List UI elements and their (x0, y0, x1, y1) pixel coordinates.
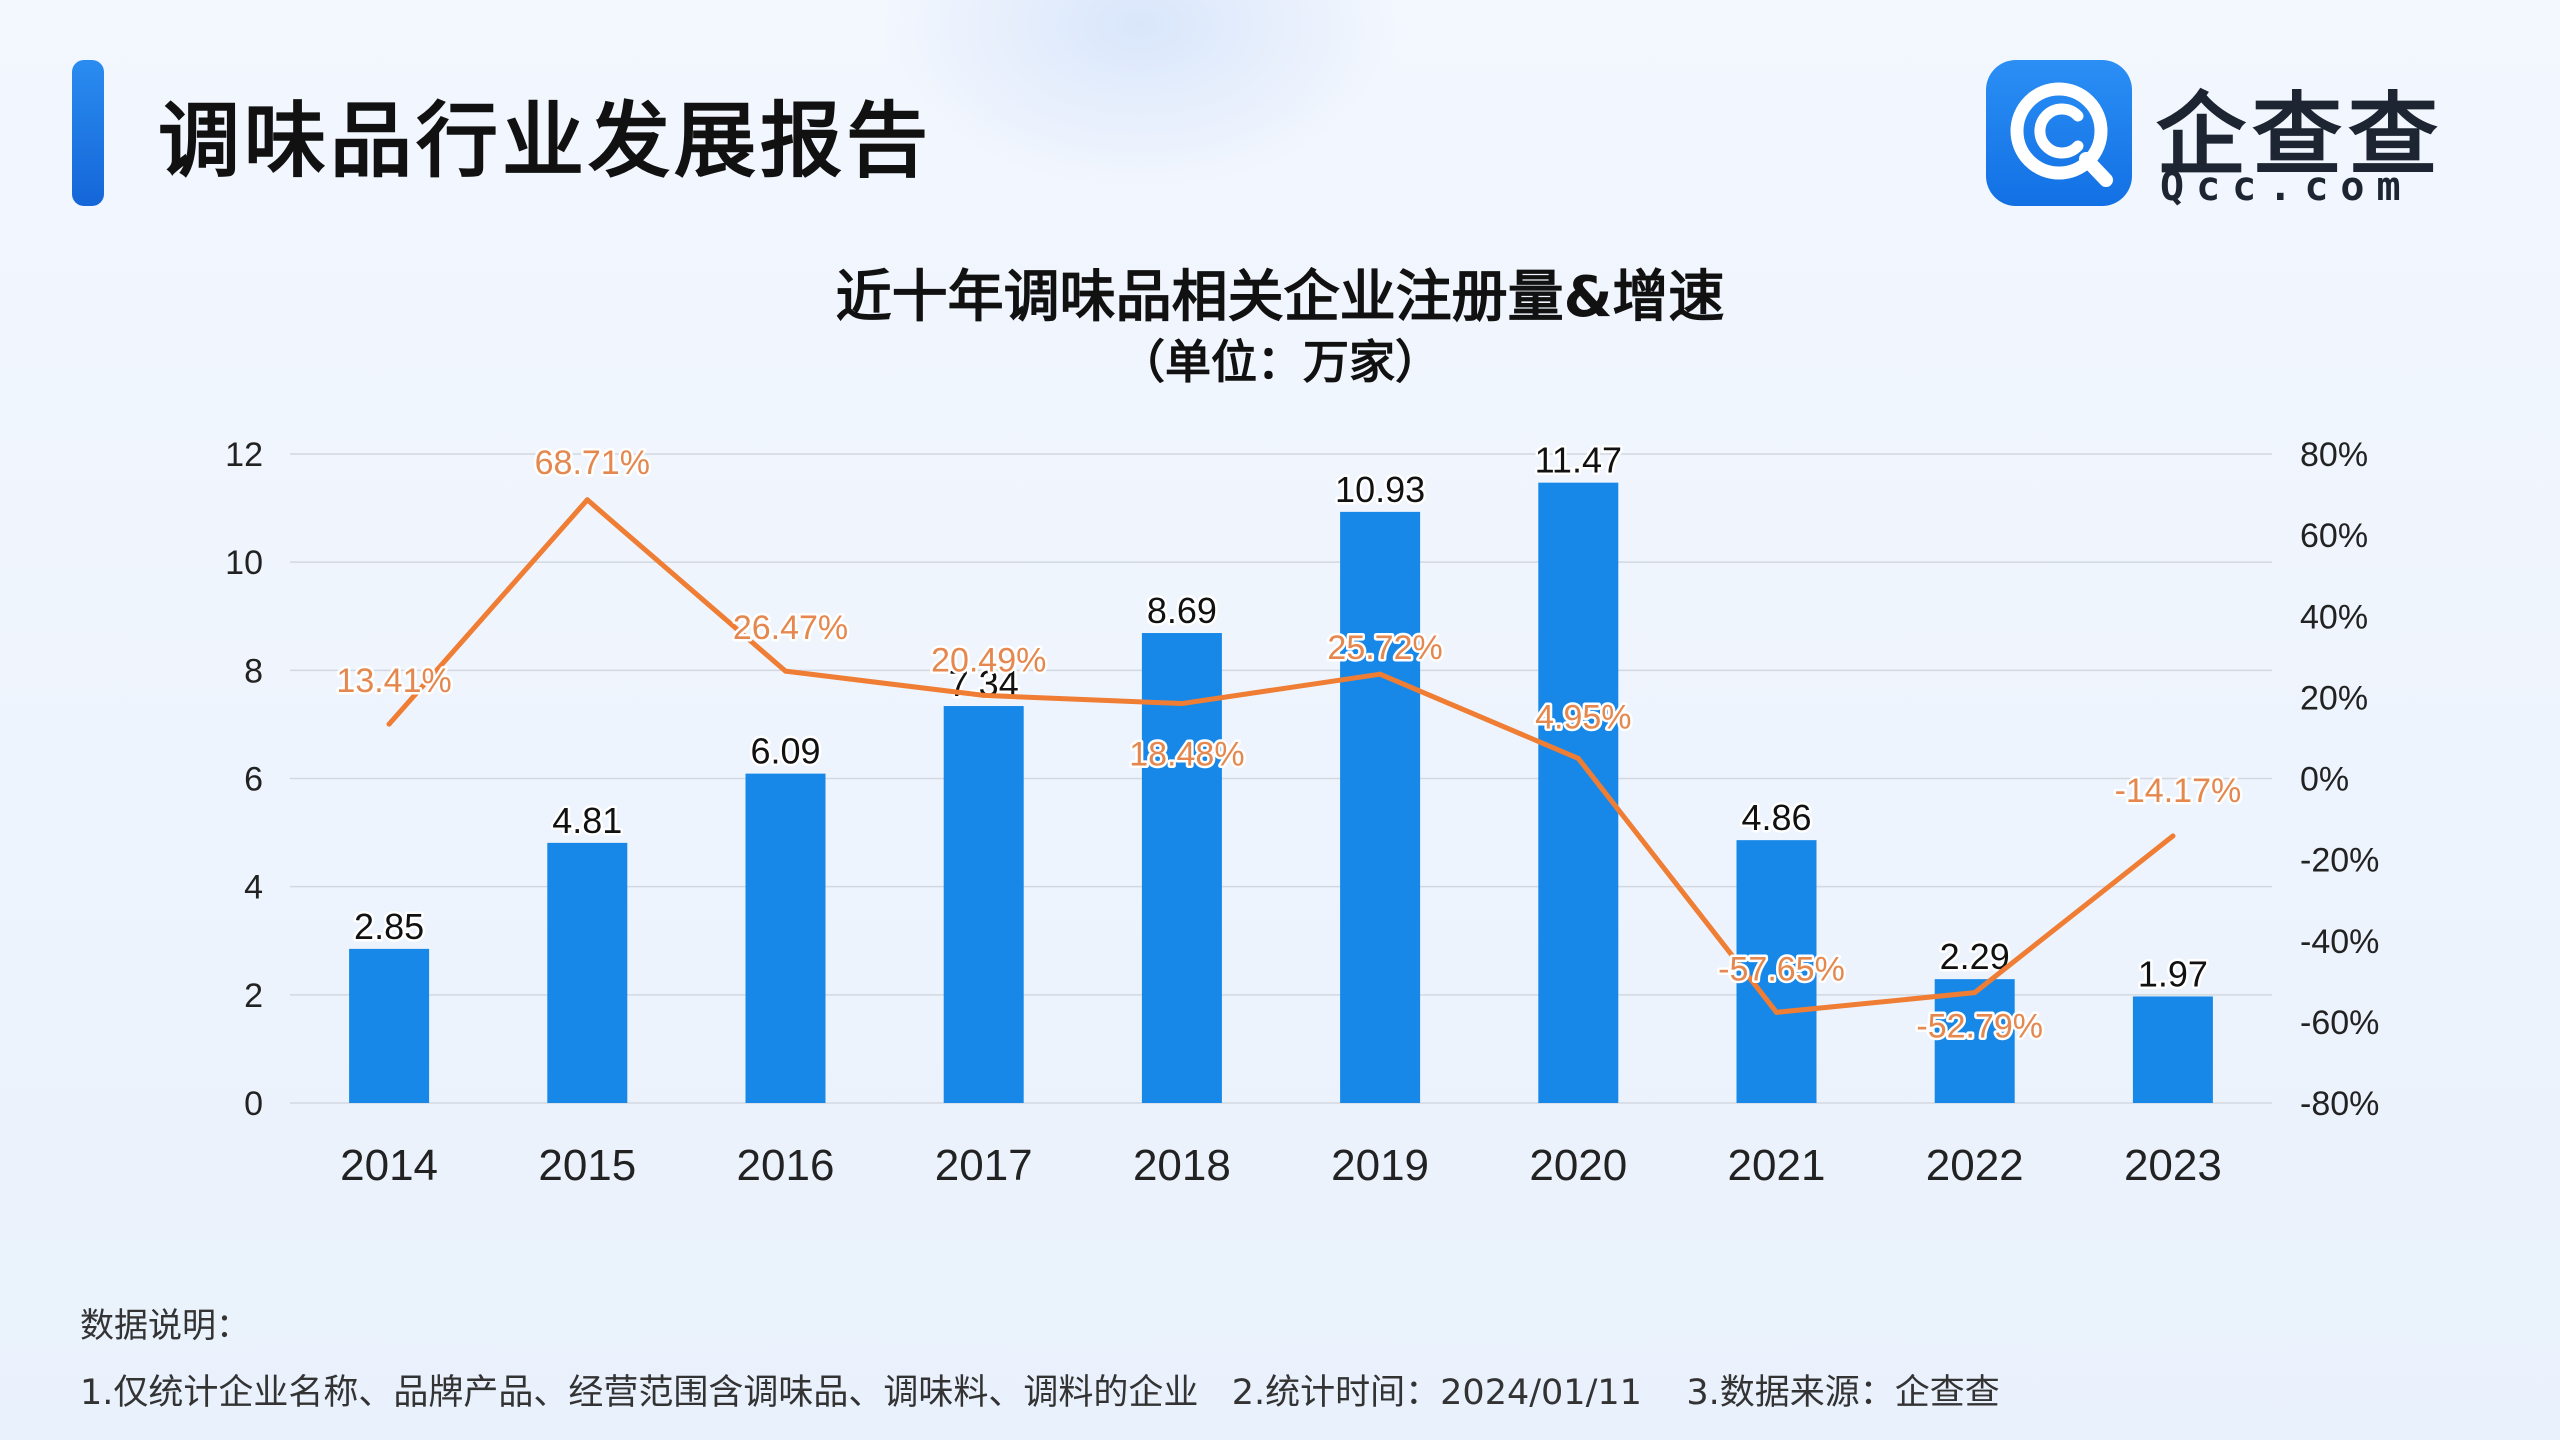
growth-point (1774, 1009, 1779, 1015)
chart-subtitle: （单位：万家） (1119, 335, 1441, 389)
growth-point (783, 668, 788, 674)
brand-logo: 企查查 Qcc.com (1986, 60, 2506, 210)
y2-tick-label: -20% (2300, 842, 2379, 880)
bar-value-label: 4.81 (552, 800, 622, 841)
y2-tick-label: 20% (2300, 679, 2368, 717)
bar (1736, 840, 1817, 1103)
growth-value-label: -52.79% (1916, 1008, 2043, 1046)
bar-value-label: 4.86 (1741, 797, 1811, 838)
x-tick-label: 2014 (340, 1141, 438, 1190)
bar-value-label: 8.69 (1147, 590, 1217, 631)
chart-title: 近十年调味品相关企业注册量&增速 (835, 265, 1725, 330)
y2-tick-label: 80% (2300, 436, 2368, 474)
y2-tick-label: 60% (2300, 517, 2368, 555)
growth-point (386, 721, 392, 727)
notes-text: 1.仅统计企业名称、品牌产品、经营范围含调味品、调味料、调料的企业 2.统计时间… (80, 1373, 2000, 1413)
y-tick-label: 12 (225, 436, 263, 474)
growth-value-label: 13.41% (336, 662, 451, 700)
x-tick-label: 2023 (2124, 1141, 2222, 1190)
bar-value-label: 1.97 (2138, 953, 2208, 994)
growth-value-label: 20.49% (931, 641, 1046, 679)
y-tick-label: 2 (244, 977, 263, 1015)
bar (1141, 633, 1222, 1103)
y2-tick-label: -60% (2300, 1004, 2379, 1042)
growth-point (1575, 755, 1581, 761)
bar-value-label: 10.93 (1335, 469, 1425, 510)
logo-name: 企查查 (2156, 83, 2444, 188)
growth-point (981, 692, 987, 698)
y2-tick-label: -40% (2300, 923, 2379, 961)
x-tick-label: 2020 (1529, 1141, 1627, 1190)
growth-value-label: 25.72% (1327, 629, 1442, 667)
growth-point (584, 497, 590, 503)
growth-value-label: 4.95% (1535, 698, 1631, 736)
bar-value-label: 6.09 (750, 731, 820, 772)
y-tick-label: 8 (244, 652, 263, 690)
bar (547, 842, 628, 1103)
x-tick-label: 2021 (1728, 1141, 1826, 1190)
bar-value-label: 11.47 (1535, 440, 1622, 481)
y2-tick-label: 0% (2300, 761, 2349, 799)
growth-value-label: 26.47% (733, 609, 848, 647)
growth-point (1377, 671, 1383, 677)
y2-tick-label: 40% (2300, 598, 2368, 636)
y-tick-label: 6 (244, 761, 263, 799)
growth-value-label: 68.71% (535, 444, 650, 482)
x-tick-label: 2016 (737, 1141, 835, 1190)
growth-line (386, 497, 2176, 1015)
y-tick-label: 10 (225, 544, 263, 582)
growth-point (1972, 990, 1978, 996)
bar (349, 948, 430, 1103)
x-tick-label: 2017 (935, 1141, 1033, 1190)
x-tick-label: 2018 (1133, 1141, 1231, 1190)
bar-value-label: 2.85 (354, 906, 424, 947)
y-tick-label: 0 (244, 1085, 263, 1123)
bar (943, 706, 1024, 1103)
bar (1340, 511, 1421, 1104)
x-tick-label: 2022 (1926, 1141, 2024, 1190)
x-tick-label: 2019 (1331, 1141, 1429, 1190)
page-title: 调味品行业发展报告 (158, 94, 933, 189)
title-accent-bar (72, 60, 104, 206)
growth-value-label: -14.17% (2115, 772, 2242, 810)
notes-heading: 数据说明： (80, 1306, 250, 1346)
bar (745, 773, 826, 1103)
y-tick-label: 4 (244, 869, 263, 907)
y2-tick-label: -80% (2300, 1085, 2379, 1123)
qcc-logo-icon (1986, 60, 2132, 206)
bar (2132, 996, 2213, 1103)
x-tick-label: 2015 (538, 1141, 636, 1190)
bar (1934, 979, 2015, 1103)
growth-point (2170, 833, 2176, 839)
growth-value-label: -57.65% (1718, 950, 1845, 988)
growth-value-label: 18.48% (1129, 736, 1244, 774)
growth-point (1179, 701, 1185, 707)
logo-domain: Qcc.com (2160, 164, 2413, 210)
